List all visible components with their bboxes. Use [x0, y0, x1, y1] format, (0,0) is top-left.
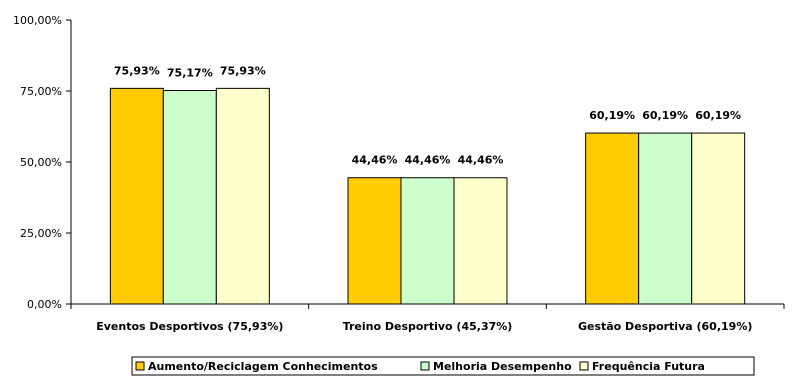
- category-label: Gestão Desportiva (60,19%): [578, 320, 752, 333]
- bar: [347, 177, 402, 305]
- data-label: 60,19%: [589, 109, 635, 122]
- bar: [585, 132, 640, 305]
- category-label: Eventos Desportivos (75,93%): [96, 320, 283, 333]
- legend-swatch: [420, 361, 430, 371]
- category-label: Treino Desportivo (45,37%): [343, 320, 513, 333]
- category-labels: Eventos Desportivos (75,93%) Treino Despo…: [96, 320, 752, 333]
- data-labels: 75,93% 75,17% 75,93% 44,46% 44,46% 44,46% 60,1…: [114, 64, 741, 166]
- y-tick-label: 0,00%: [27, 298, 62, 311]
- legend-swatch: [579, 361, 589, 371]
- legend-box: [131, 356, 755, 376]
- bars: [109, 87, 746, 305]
- legend-label: Frequência Futura: [592, 360, 705, 373]
- data-label: 75,17%: [167, 67, 213, 80]
- bar: [162, 90, 217, 305]
- bar: [691, 132, 746, 305]
- data-label: 44,46%: [405, 154, 451, 167]
- bar: [215, 87, 270, 305]
- data-label: 60,19%: [642, 109, 688, 122]
- y-tick-label: 100,00%: [13, 14, 62, 27]
- legend-label: Aumento/Reciclagem Conhecimentos: [148, 360, 378, 373]
- bar: [109, 87, 164, 305]
- y-axis: 0,00% 25,00% 50,00% 75,00% 100,00%: [13, 14, 72, 311]
- data-label: 44,46%: [352, 154, 398, 167]
- legend-label: Melhoria Desempenho: [433, 360, 572, 373]
- bar: [638, 132, 693, 305]
- y-tick-label: 50,00%: [20, 156, 62, 169]
- bar: [453, 177, 508, 305]
- legend: Aumento/Reciclagem Conhecimentos Melhoria…: [131, 356, 755, 376]
- y-tick-label: 75,00%: [20, 85, 62, 98]
- data-label: 44,46%: [458, 154, 504, 167]
- bar: [400, 177, 455, 305]
- data-label: 75,93%: [220, 64, 266, 77]
- legend-swatch: [135, 361, 145, 371]
- data-label: 75,93%: [114, 64, 160, 77]
- y-tick-label: 25,00%: [20, 227, 62, 240]
- x-axis: [70, 303, 785, 309]
- data-label: 60,19%: [695, 109, 741, 122]
